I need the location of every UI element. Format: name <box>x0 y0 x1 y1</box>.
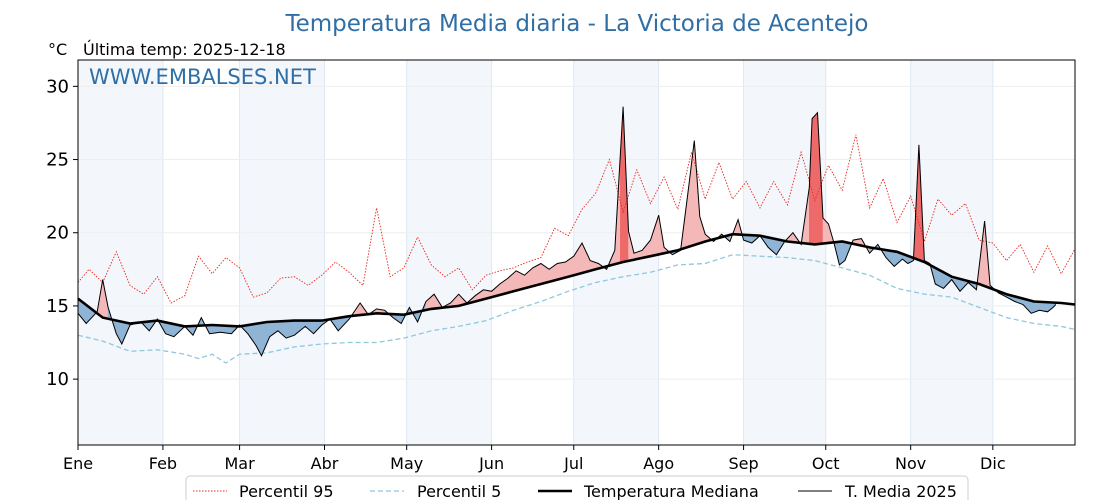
deviation-fills <box>77 106 1057 356</box>
legend-label-median: Temperatura Mediana <box>583 482 759 500</box>
plot-area: WWW.EMBALSES.NET <box>77 59 1076 446</box>
y-tick-label: 20 <box>46 223 69 244</box>
legend-label-current: T. Media 2025 <box>844 482 957 500</box>
last-update-label: Última temp: 2025-12-18 <box>83 40 286 59</box>
plot-frame <box>77 59 1076 446</box>
month-band-mar <box>239 60 325 445</box>
month-bands <box>78 60 993 445</box>
x-tick-label-feb: Feb <box>149 454 177 473</box>
series-line-current <box>77 106 1057 357</box>
month-band-ene <box>78 60 163 445</box>
series-line-p5 <box>77 254 1076 364</box>
x-tick-label-dic: Dic <box>980 454 1006 473</box>
x-tick-label-jul: Jul <box>563 454 583 473</box>
legend: Percentil 95 Percentil 5 Temperatura Med… <box>185 475 969 500</box>
x-tick-label-may: May <box>390 454 423 473</box>
x-tick-label-sep: Sep <box>729 454 759 473</box>
y-axis: 10 15 20 25 30 <box>46 76 78 390</box>
above-median-fill <box>822 217 829 244</box>
unit-label: °C <box>48 40 67 59</box>
x-tick-label-abr: Abr <box>311 454 339 473</box>
above-median-fill <box>688 140 695 248</box>
legend-label-p5: Percentil 5 <box>417 482 501 500</box>
legend-label-p95: Percentil 95 <box>239 482 334 500</box>
above-median-fill <box>811 112 818 245</box>
y-tick-label: 10 <box>46 369 69 390</box>
series-line-p95 <box>77 134 1076 304</box>
legend-box <box>185 475 969 500</box>
y-tick-label: 25 <box>46 150 69 171</box>
series-line-median <box>77 232 1076 328</box>
x-tick-label-ago: Ago <box>643 454 674 473</box>
x-tick-label-nov: Nov <box>895 454 926 473</box>
x-tick-label-ene: Ene <box>63 454 93 473</box>
y-tick-label: 15 <box>46 296 69 317</box>
chart-title: Temperatura Media diaria - La Victoria d… <box>284 11 868 37</box>
y-tick-label: 30 <box>46 76 69 97</box>
x-axis: Ene Feb Mar Abr May Jun Jul Ago Sep Oct Nov Dic <box>63 445 1006 473</box>
series-lines <box>77 106 1076 364</box>
x-tick-label-jun: Jun <box>478 454 504 473</box>
x-tick-label-mar: Mar <box>225 454 256 473</box>
x-tick-label-oct: Oct <box>812 454 840 473</box>
grid-lines <box>77 60 1075 445</box>
watermark-text: WWW.EMBALSES.NET <box>89 65 316 89</box>
month-band-may <box>406 60 492 445</box>
